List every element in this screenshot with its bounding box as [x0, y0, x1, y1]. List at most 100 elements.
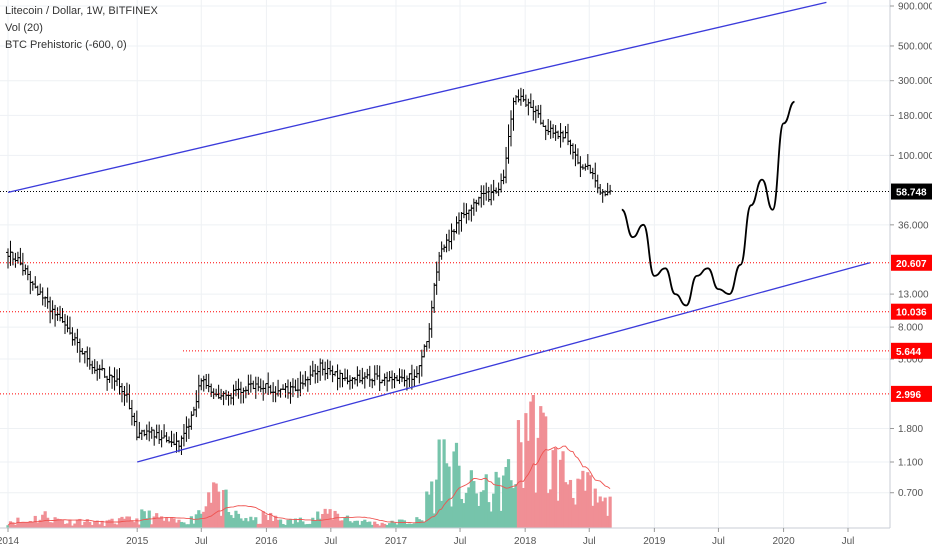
volume-bar [23, 522, 27, 528]
time-tick-label: Jul [583, 536, 596, 547]
price-bar [82, 351, 87, 364]
chart-legend: Litecoin / Dollar, 1W, BITFINEX Vol (20)… [5, 3, 158, 54]
volume-bar [501, 475, 506, 528]
volume-bar [477, 505, 481, 528]
time-axis: 2014 2015 Jul 2016 Jul 2017 Jul 2018 Jul 2019 Jul 2… [0, 528, 854, 547]
price-bar [261, 380, 266, 401]
volume-bar [308, 523, 312, 528]
price-bar [231, 384, 236, 406]
volume-bar [601, 501, 605, 528]
price-bar [194, 390, 199, 418]
volume-bar [75, 520, 79, 528]
volume-bar [306, 524, 310, 528]
price-bar [60, 308, 65, 323]
price-bar [75, 328, 80, 353]
volume-bar [137, 524, 141, 528]
price-bar [541, 119, 546, 127]
volume-bar [440, 500, 444, 528]
price-bar [181, 423, 186, 447]
price-bar [30, 280, 35, 291]
time-axis-bg [0, 528, 932, 550]
volume-bar [224, 489, 228, 528]
volume-bar [392, 522, 397, 528]
volume-bar [157, 517, 161, 528]
volume-bar [83, 521, 87, 528]
price-bar [119, 383, 124, 403]
price-bar [154, 424, 159, 439]
volume-bar [402, 520, 407, 528]
volume-bar [63, 523, 67, 528]
volume-bar [43, 511, 47, 528]
price-bar [152, 429, 157, 446]
price-bar [209, 383, 214, 398]
volume-bar [454, 442, 459, 528]
price-bar [558, 123, 563, 148]
volume-bar [596, 502, 600, 528]
volume-bar [474, 493, 478, 528]
volume-bar [281, 523, 285, 528]
price-bar [533, 105, 538, 124]
price-axis: 900.000 500.000 300.000 180.000 100.000 36.00… [890, 2, 932, 499]
level-badge [891, 183, 932, 200]
volume-bar [422, 521, 426, 528]
price-bar [38, 283, 43, 295]
volume-bar [499, 510, 503, 528]
price-bar [494, 187, 499, 194]
price-bar [447, 229, 452, 252]
price-bar [345, 369, 350, 385]
price-bar [442, 244, 447, 253]
price-tick-label: 500.000 [898, 41, 932, 52]
volume-bar [343, 517, 347, 528]
price-bar [593, 162, 598, 188]
price-bar [256, 376, 261, 392]
price-bar [251, 380, 256, 390]
legend-indicator[interactable]: BTC Prehistoric (-600, 0) [5, 39, 127, 51]
volume-bar [164, 517, 169, 528]
volume-bar [566, 484, 570, 528]
volume-bar [412, 523, 416, 528]
price-bar [300, 374, 305, 390]
volume-bar [311, 517, 315, 528]
volume-bar [100, 520, 104, 528]
volume-bar [120, 516, 124, 528]
volume-bar [380, 522, 384, 528]
volume-bar [573, 504, 578, 528]
volume-bar [462, 503, 466, 528]
volume-bar [603, 497, 607, 528]
volume-bar [326, 513, 330, 528]
volume-bar [407, 523, 412, 528]
price-bar [600, 189, 605, 203]
time-tick-label: 2020 [772, 536, 795, 547]
legend-title[interactable]: Litecoin / Dollar, 1W, BITFINEX [5, 5, 158, 17]
volume-bar [489, 511, 493, 528]
price-bar [580, 164, 585, 170]
volume-bar [544, 416, 548, 528]
volume-bar [226, 512, 231, 528]
legend-volume[interactable]: Vol (20) [5, 22, 43, 34]
volume-bar [534, 492, 538, 528]
volume-bar [410, 523, 414, 528]
volume-bar [444, 463, 449, 528]
volume-bar [189, 516, 193, 528]
volume-bar [254, 517, 258, 528]
price-bar [258, 378, 263, 393]
price-bar [469, 204, 474, 222]
volume-bar [296, 522, 300, 528]
volume-bar [199, 513, 203, 528]
volume-bar [581, 470, 585, 528]
price-bar [70, 327, 75, 346]
volume-bar [6, 525, 10, 528]
volume-bar [511, 488, 516, 528]
volume-bar [484, 474, 488, 528]
price-bar [53, 304, 58, 327]
price-bar [95, 361, 100, 381]
volume-bar [363, 519, 367, 528]
volume-bar [469, 470, 473, 528]
volume-bar [606, 515, 610, 528]
price-bar [159, 430, 164, 448]
volume-bar [370, 524, 374, 528]
volume-bar [608, 496, 612, 528]
volume-bar [152, 516, 156, 528]
price-bar [385, 371, 390, 392]
